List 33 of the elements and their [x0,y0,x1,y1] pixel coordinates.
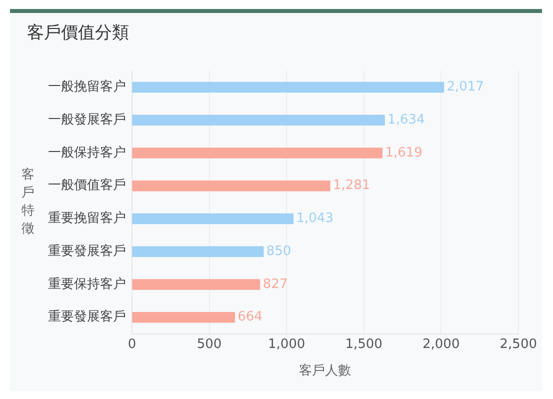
x-tick-label: 500 [196,336,222,352]
y-tick-label: 一般保持客户 [48,144,126,160]
x-tick-label: 2,500 [500,336,537,352]
x-tick-label: 0 [128,336,136,352]
data-label: 1,281 [332,178,370,194]
x-tick-label: 1,000 [268,336,306,352]
data-label: 2,017 [446,80,484,95]
data-label: 664 [238,310,262,325]
bar [132,246,264,257]
data-label: 1,634 [388,112,425,128]
y-tick-label: 重要挽留客户 [48,210,126,226]
data-label: 1,619 [385,145,422,160]
bar [132,213,294,224]
bar [132,148,383,158]
data-label: 1,043 [296,211,334,226]
y-tick-label: 一般挽留客户 [48,78,126,95]
bar [132,312,235,323]
data-label: 850 [266,244,292,259]
data-label: 827 [262,276,288,292]
x-tick-label: 1,500 [345,336,382,352]
y-tick-label: 一般價值客戶 [48,177,126,194]
chart-title: 客戶價值分類 [27,22,129,44]
x-tick-label: 2,000 [422,336,460,352]
y-tick-label: 一般發展客戶 [48,111,126,128]
y-axis-title: 客戶特徵 [22,166,34,237]
bar [132,82,444,93]
y-tick-label: 重要發展客戶 [48,242,126,259]
bar [132,114,385,126]
y-tick-label: 重要保持客户 [48,276,126,292]
bar [132,180,330,192]
bar [132,279,260,290]
x-axis-title: 客戶人數 [299,362,352,379]
y-tick-label: 重要發展客戶 [48,308,126,325]
